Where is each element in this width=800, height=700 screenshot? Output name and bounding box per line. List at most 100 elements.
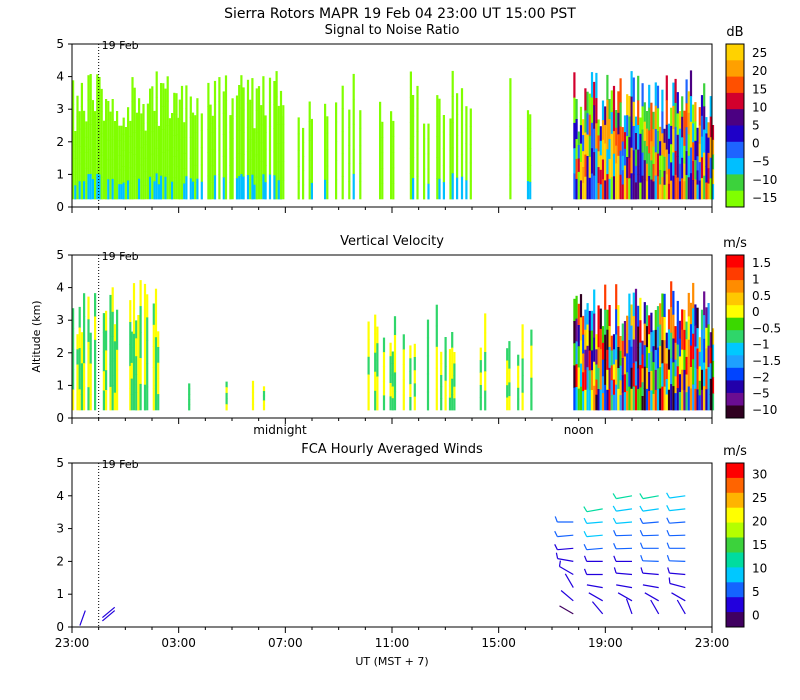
- heatmap-cell: [374, 314, 377, 335]
- heatmap-cell: [157, 155, 160, 171]
- heatmap-cell: [409, 397, 412, 411]
- heatmap-cell: [152, 346, 155, 368]
- heatmap-cell: [608, 99, 611, 120]
- heatmap-cell: [643, 302, 646, 325]
- heatmap-cell: [105, 350, 108, 371]
- heatmap-cell: [610, 177, 613, 200]
- heatmap-cell: [207, 175, 210, 200]
- heatmap-cell: [146, 179, 149, 200]
- heatmap-cell: [676, 322, 679, 345]
- heatmap-cell: [171, 113, 174, 131]
- heatmap-cell: [74, 158, 77, 173]
- heatmap-cell: [392, 136, 395, 153]
- heatmap-cell: [606, 349, 609, 371]
- heatmap-cell: [579, 143, 583, 163]
- heatmap-cell: [157, 347, 160, 364]
- heatmap-cell: [142, 142, 145, 162]
- heatmap-cell: [526, 163, 530, 182]
- heatmap-cell: [102, 371, 105, 391]
- heatmap-cell: [100, 110, 103, 134]
- heatmap-cell: [162, 152, 165, 177]
- heatmap-cell: [139, 383, 142, 411]
- heatmap-cell: [262, 149, 265, 175]
- x-tick-label: 23:00: [695, 636, 730, 650]
- heatmap-cell: [705, 368, 708, 390]
- y-tick-label: 4: [56, 70, 64, 84]
- heatmap-cell: [612, 85, 616, 109]
- heatmap-cell: [144, 130, 147, 145]
- heatmap-cell: [628, 363, 631, 388]
- heatmap-cell: [194, 132, 197, 150]
- heatmap-cell: [628, 137, 631, 159]
- heatmap-cell: [703, 362, 706, 387]
- heatmap-cell: [641, 106, 644, 130]
- heatmap-cell: [575, 139, 578, 160]
- heatmap-cell: [692, 384, 695, 411]
- heatmap-cell: [630, 388, 633, 411]
- heatmap-cell: [381, 121, 384, 138]
- heatmap-cell: [359, 110, 362, 129]
- heatmap-cell: [154, 288, 158, 314]
- heatmap-cell: [129, 120, 132, 137]
- heatmap-cell: [264, 182, 267, 200]
- x-tick-label: 19:00: [588, 636, 623, 650]
- heatmap-cell: [282, 161, 285, 181]
- heatmap-cell: [382, 381, 386, 396]
- heatmap-cell: [451, 147, 454, 174]
- heatmap-cell: [595, 394, 598, 411]
- heatmap-cell: [621, 358, 624, 376]
- heatmap-cell: [521, 392, 524, 411]
- heatmap-cell: [709, 332, 712, 349]
- heatmap-cell: [584, 389, 587, 411]
- heatmap-cell: [615, 309, 618, 335]
- colorbar-label: −0.5: [752, 321, 781, 335]
- heatmap-cell: [127, 107, 130, 126]
- heatmap-cell: [251, 78, 254, 103]
- heatmap-cell: [390, 146, 393, 165]
- heatmap-cell: [637, 347, 640, 369]
- heatmap-cell: [435, 304, 438, 327]
- heatmap-cell: [191, 129, 195, 148]
- heatmap-cell: [72, 151, 75, 176]
- heatmap-cell: [166, 76, 169, 102]
- colorbar-swatch: [726, 392, 744, 406]
- heatmap-cell: [72, 328, 75, 350]
- heatmap-cell: [707, 137, 710, 154]
- heatmap-cell: [696, 369, 699, 390]
- heatmap-cell: [529, 181, 532, 200]
- heatmap-cell: [654, 152, 657, 177]
- heatmap-cell: [129, 152, 132, 169]
- heatmap-cell: [164, 176, 167, 200]
- heatmap-cell: [654, 310, 657, 331]
- heatmap-cell: [154, 312, 158, 338]
- heatmap-cell: [120, 169, 123, 185]
- heatmap-cell: [308, 159, 311, 180]
- heatmap-cell: [83, 110, 86, 129]
- heatmap-cell: [154, 337, 158, 362]
- heatmap-cell: [698, 366, 701, 382]
- heatmap-cell: [130, 347, 133, 364]
- heatmap-cell: [597, 326, 600, 348]
- wind-barb-flag: [639, 493, 644, 499]
- heatmap-cell: [436, 115, 439, 138]
- heatmap-cell: [367, 392, 370, 411]
- heatmap-cell: [626, 315, 629, 335]
- heatmap-cell: [240, 99, 243, 126]
- heatmap-cell: [597, 151, 600, 168]
- colorbar-swatch: [726, 342, 744, 356]
- heatmap-cell: [645, 146, 649, 165]
- heatmap-cell: [164, 88, 167, 112]
- heatmap-cell: [665, 100, 668, 126]
- heatmap-cell: [166, 174, 169, 200]
- heatmap-cell: [709, 347, 712, 364]
- heatmap-cell: [630, 122, 633, 149]
- heatmap-cell: [390, 111, 393, 130]
- heatmap-cell: [608, 305, 611, 327]
- heatmap-cell: [665, 174, 668, 200]
- heatmap-cell: [94, 181, 97, 200]
- heatmap-cell: [575, 387, 578, 411]
- heatmap-cell: [277, 180, 280, 200]
- heatmap-cell: [413, 370, 416, 384]
- heatmap-cell: [297, 166, 300, 184]
- colorbar-swatch: [726, 492, 744, 509]
